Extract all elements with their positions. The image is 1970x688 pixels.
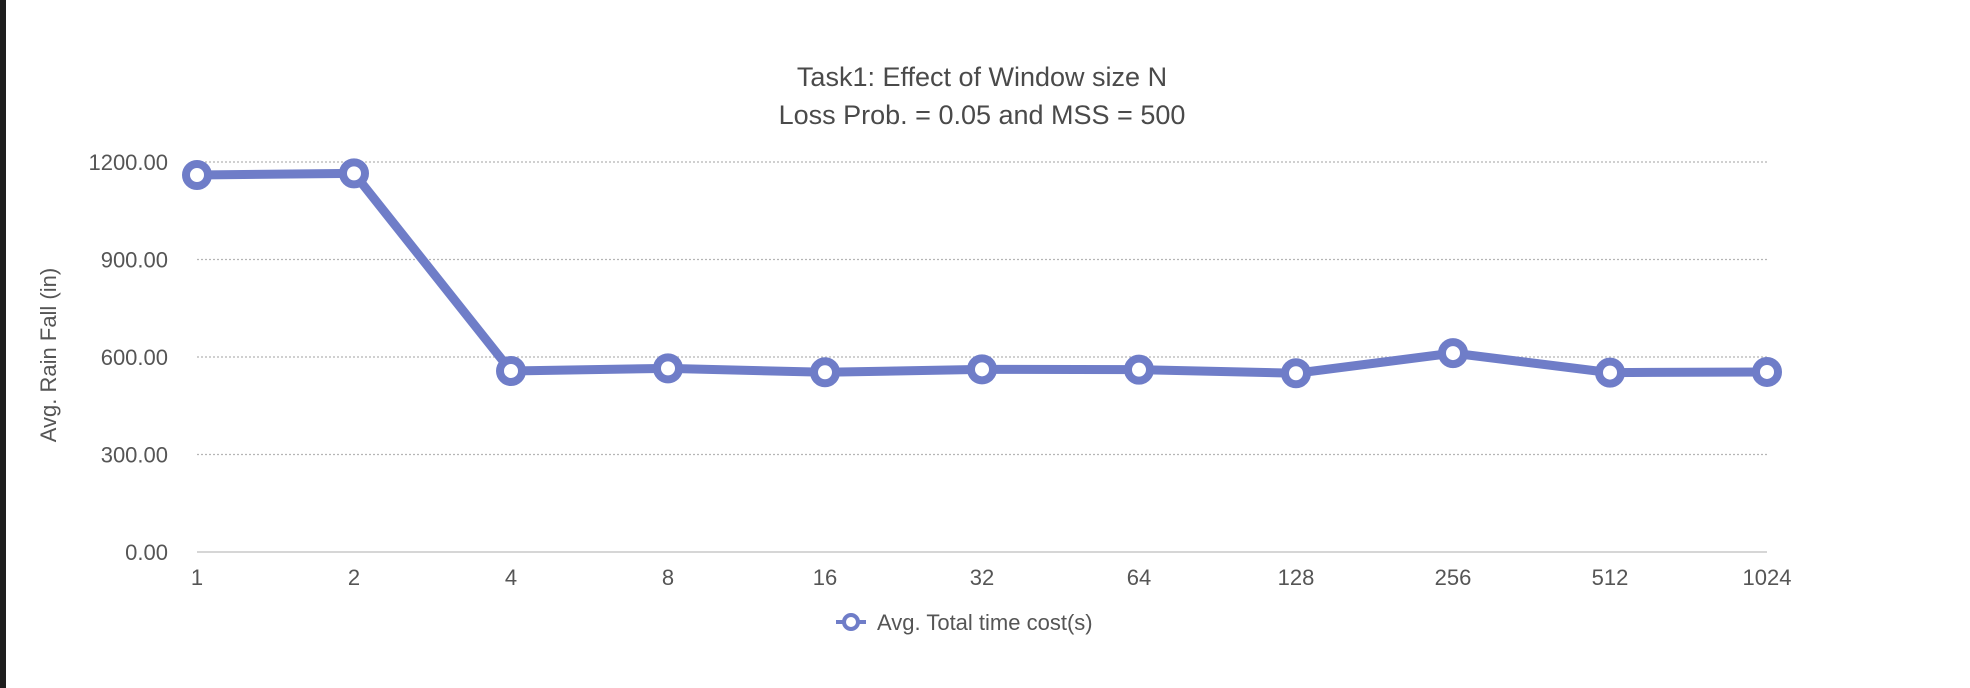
chart-subtitle: Loss Prob. = 0.05 and MSS = 500 — [779, 100, 1186, 130]
x-tick-label: 16 — [813, 565, 837, 590]
window-edge — [0, 0, 6, 688]
y-tick-label: 900.00 — [101, 248, 168, 273]
legend-label: Avg. Total time cost(s) — [877, 610, 1093, 635]
x-tick-label: 32 — [970, 565, 994, 590]
x-tick-label: 256 — [1435, 565, 1472, 590]
y-tick-label: 1200.00 — [88, 150, 168, 175]
data-point[interactable] — [1595, 357, 1625, 388]
data-point[interactable] — [1124, 354, 1154, 385]
data-point[interactable] — [967, 354, 997, 385]
series-line — [192, 168, 1772, 378]
x-tick-label: 1 — [191, 565, 203, 590]
y-tick-label: 0.00 — [125, 540, 168, 565]
series-layer — [182, 158, 1782, 389]
legend[interactable]: Avg. Total time cost(s) — [836, 610, 1093, 635]
x-tick-label: 128 — [1278, 565, 1315, 590]
x-tick-label: 4 — [505, 565, 517, 590]
x-axis-ticks: 1 2 4 8 16 32 64 128 256 512 1024 — [191, 565, 1792, 590]
data-point[interactable] — [496, 355, 526, 386]
data-point[interactable] — [1281, 358, 1311, 389]
x-tick-label: 1024 — [1743, 565, 1792, 590]
x-tick-label: 512 — [1592, 565, 1629, 590]
x-tick-label: 64 — [1127, 565, 1151, 590]
data-point[interactable] — [182, 160, 212, 190]
y-axis-title: Avg. Rain Fall (in) — [36, 268, 61, 442]
data-point[interactable] — [1438, 338, 1468, 369]
data-point[interactable] — [810, 357, 840, 388]
chart-title: Task1: Effect of Window size N — [797, 62, 1167, 92]
data-point[interactable] — [1752, 356, 1782, 387]
y-axis-ticks: 0.00 300.00 600.00 900.00 1200.00 — [88, 150, 168, 565]
data-point[interactable] — [653, 353, 683, 384]
data-point[interactable] — [339, 158, 369, 189]
y-tick-label: 600.00 — [101, 345, 168, 370]
legend-marker-icon — [842, 613, 860, 631]
y-tick-label: 300.00 — [101, 443, 168, 468]
x-tick-label: 2 — [348, 565, 360, 590]
x-tick-label: 8 — [662, 565, 674, 590]
